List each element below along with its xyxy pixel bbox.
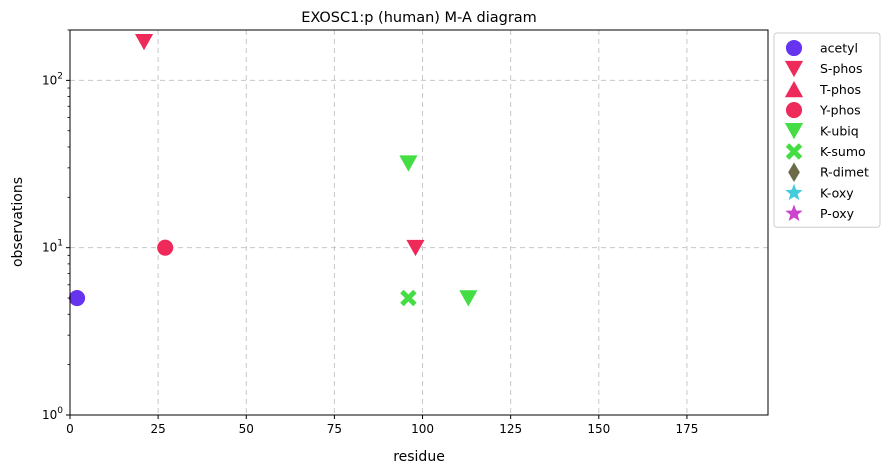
- x-tick-label: 100: [411, 422, 434, 436]
- legend-label: K-ubiq: [820, 123, 859, 138]
- legend-marker-k-oxy: [785, 183, 803, 201]
- legend-label: K-sumo: [820, 144, 866, 159]
- legend-marker-k-ubiq: [784, 123, 804, 140]
- legend-label: K-oxy: [820, 185, 854, 200]
- chart-title: EXOSC1:p (human) M-A diagram: [301, 10, 537, 26]
- legend-marker-r-dimet: [788, 162, 800, 182]
- data-point-k-ubiq: [399, 155, 418, 172]
- data-point-s-phos: [134, 34, 154, 51]
- legend: acetyl S-phos T-phos Y-phos K-ubiq K-sumo R-di…: [773, 32, 881, 228]
- legend-marker-s-phos: [784, 60, 804, 78]
- x-tick-label: 125: [499, 422, 522, 436]
- legend-label: S-phos: [820, 61, 862, 76]
- x-tick-label: 75: [327, 422, 342, 436]
- legend-label: acetyl: [820, 41, 858, 56]
- data-point-s-phos: [406, 239, 425, 257]
- x-tick-label: 0: [66, 422, 74, 436]
- y-axis: 100 101 102: [42, 29, 70, 422]
- data-point-y-phos: [157, 239, 174, 256]
- legend-label: R-dimet: [820, 165, 869, 180]
- y-tick-label: 100: [42, 406, 63, 422]
- grid: [70, 30, 768, 415]
- plot-frame: [69, 29, 769, 416]
- x-tick-label: 175: [675, 422, 698, 436]
- data-point-acetyl: [68, 289, 86, 307]
- legend-box: [773, 32, 881, 228]
- y-axis-label: observations: [10, 177, 26, 267]
- legend-marker-p-oxy: [785, 204, 803, 221]
- legend-marker-k-sumo: [785, 143, 803, 160]
- data-point-k-ubiq: [459, 290, 478, 307]
- legend-marker-t-phos: [784, 80, 804, 98]
- data-marks: [68, 34, 478, 307]
- x-tick-label: 25: [150, 422, 165, 436]
- x-tick-label: 150: [587, 422, 610, 436]
- legend-label: Y-phos: [819, 103, 861, 118]
- legend-label: P-oxy: [820, 206, 855, 221]
- legend-marker-acetyl: [785, 39, 803, 57]
- x-axis: 0 25 50 75 100 125 150 175: [66, 415, 698, 436]
- legend-label: T-phos: [819, 82, 861, 97]
- legend-marker-y-phos: [785, 102, 803, 119]
- y-tick-label: 101: [42, 239, 63, 255]
- data-point-k-sumo: [400, 289, 417, 307]
- x-axis-label: residue: [393, 449, 445, 465]
- x-tick-label: 50: [239, 422, 254, 436]
- y-tick-label: 102: [42, 71, 63, 87]
